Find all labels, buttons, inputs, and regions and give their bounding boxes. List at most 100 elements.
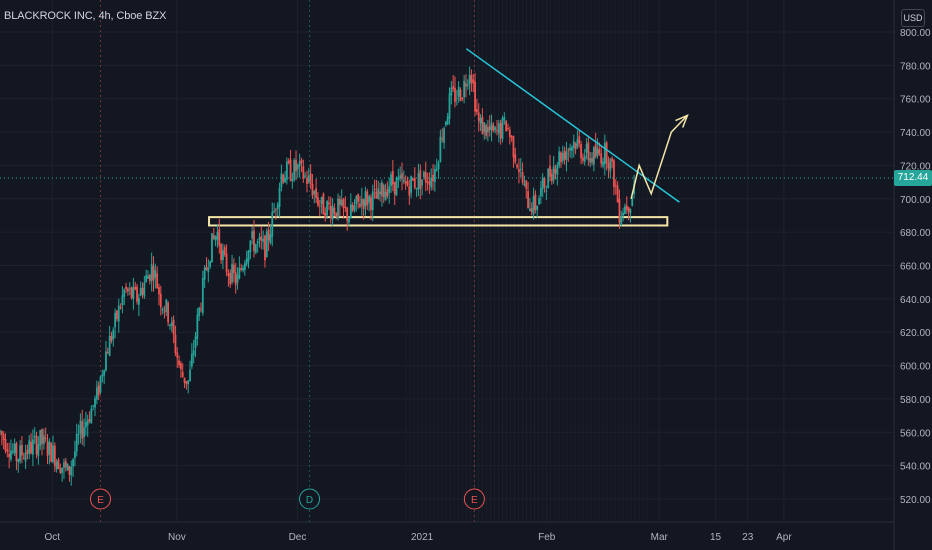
- currency-button[interactable]: USD: [901, 9, 925, 27]
- candle-body: [344, 206, 347, 208]
- candle-body: [373, 188, 376, 190]
- candle-body: [494, 127, 497, 130]
- projection-arrowhead: [675, 113, 689, 128]
- candle-body: [536, 205, 539, 210]
- time-axis[interactable]: Oct Nov Dec 2021 Feb Mar 15 23 Apr: [44, 532, 792, 543]
- candle-body: [541, 177, 544, 190]
- candle-body: [63, 462, 65, 468]
- candle-body: [26, 449, 29, 454]
- candle-body: [318, 205, 321, 207]
- candle-body: [329, 205, 332, 218]
- candle-body: [284, 177, 286, 183]
- candle-body: [121, 295, 124, 306]
- candle-body: [46, 442, 49, 456]
- candle-body: [497, 123, 500, 134]
- candle-body: [267, 229, 270, 241]
- candle-body: [355, 196, 358, 205]
- price-tick-label: 700.00: [900, 195, 931, 206]
- candle-body: [565, 151, 568, 160]
- candle-body: [0, 430, 1, 433]
- candle-body: [19, 445, 21, 462]
- candle-body: [620, 216, 623, 226]
- candle-body: [304, 175, 307, 177]
- candle-body: [309, 173, 312, 185]
- candle-body: [114, 312, 117, 328]
- price-tick-label: 600.00: [900, 362, 931, 373]
- candle-body: [328, 202, 330, 205]
- price-axis[interactable]: 800.00 780.00 760.00 740.00 720.00 700.00 680.…: [900, 28, 931, 506]
- candle-body: [212, 235, 215, 239]
- candle-body: [452, 86, 455, 90]
- candle-body: [417, 173, 420, 190]
- candle-body: [457, 86, 460, 97]
- candle-body: [479, 118, 482, 124]
- candle-body: [33, 436, 36, 438]
- candle-body: [41, 429, 43, 444]
- candle-body: [532, 195, 535, 215]
- candle-body: [441, 138, 444, 140]
- candle-body: [600, 153, 603, 164]
- candle-body: [203, 267, 206, 280]
- price-tick-label: 520.00: [900, 495, 931, 506]
- price-tick-label: 720.00: [900, 161, 931, 172]
- candle-body: [377, 188, 380, 199]
- candle-body: [128, 288, 131, 290]
- candle-body: [430, 177, 433, 188]
- candle-body: [143, 282, 146, 297]
- candle-body: [291, 179, 294, 182]
- candle-body: [505, 120, 508, 132]
- candle-body: [161, 308, 164, 311]
- candle-body: [463, 80, 466, 98]
- candle-body: [594, 144, 597, 157]
- candle-body: [50, 443, 53, 463]
- candle-body: [322, 193, 325, 215]
- candle-body: [103, 370, 106, 376]
- candle-body: [278, 187, 281, 207]
- candle-body: [201, 277, 204, 313]
- candle-body: [408, 186, 411, 196]
- candle-body: [558, 151, 561, 166]
- candle-body: [148, 274, 151, 281]
- candle-body: [375, 191, 378, 199]
- candle-body: [395, 177, 398, 196]
- candle-body: [232, 264, 235, 273]
- price-tick-label: 620.00: [900, 328, 931, 339]
- candle-body: [90, 408, 93, 424]
- candle-body: [306, 178, 308, 185]
- candle-body: [563, 150, 566, 160]
- candle-body: [205, 266, 208, 270]
- candle-body: [538, 198, 540, 205]
- candle-body: [265, 231, 268, 258]
- candle-body: [260, 236, 263, 241]
- candle-body: [159, 293, 162, 308]
- candle-body: [172, 319, 175, 335]
- candle-body: [519, 168, 522, 170]
- candle-body: [207, 267, 210, 273]
- candle-body: [116, 310, 118, 320]
- candle-body: [424, 172, 427, 183]
- candle-body: [503, 117, 506, 121]
- candle-body: [598, 149, 601, 154]
- price-tick-label: 580.00: [900, 395, 931, 406]
- price-tick-label: 740.00: [900, 128, 931, 139]
- price-tick-label: 800.00: [900, 28, 931, 39]
- candle-body: [189, 369, 191, 381]
- candle-body: [112, 329, 115, 340]
- candle-body: [583, 155, 586, 162]
- candle-body: [200, 308, 202, 310]
- event-label: E: [97, 495, 104, 506]
- candle-body: [117, 305, 120, 322]
- candle-body: [527, 191, 529, 208]
- price-tick-label: 540.00: [900, 462, 931, 473]
- candle-body: [22, 457, 25, 459]
- candle-body: [435, 169, 438, 171]
- candle-body: [289, 159, 292, 181]
- candle-body: [163, 311, 166, 313]
- candle-body: [483, 122, 486, 133]
- candle-body: [295, 159, 297, 172]
- event-marker: [90, 488, 111, 510]
- drawings: [0, 48, 894, 203]
- candle-body: [320, 197, 323, 204]
- candle-body: [399, 175, 402, 179]
